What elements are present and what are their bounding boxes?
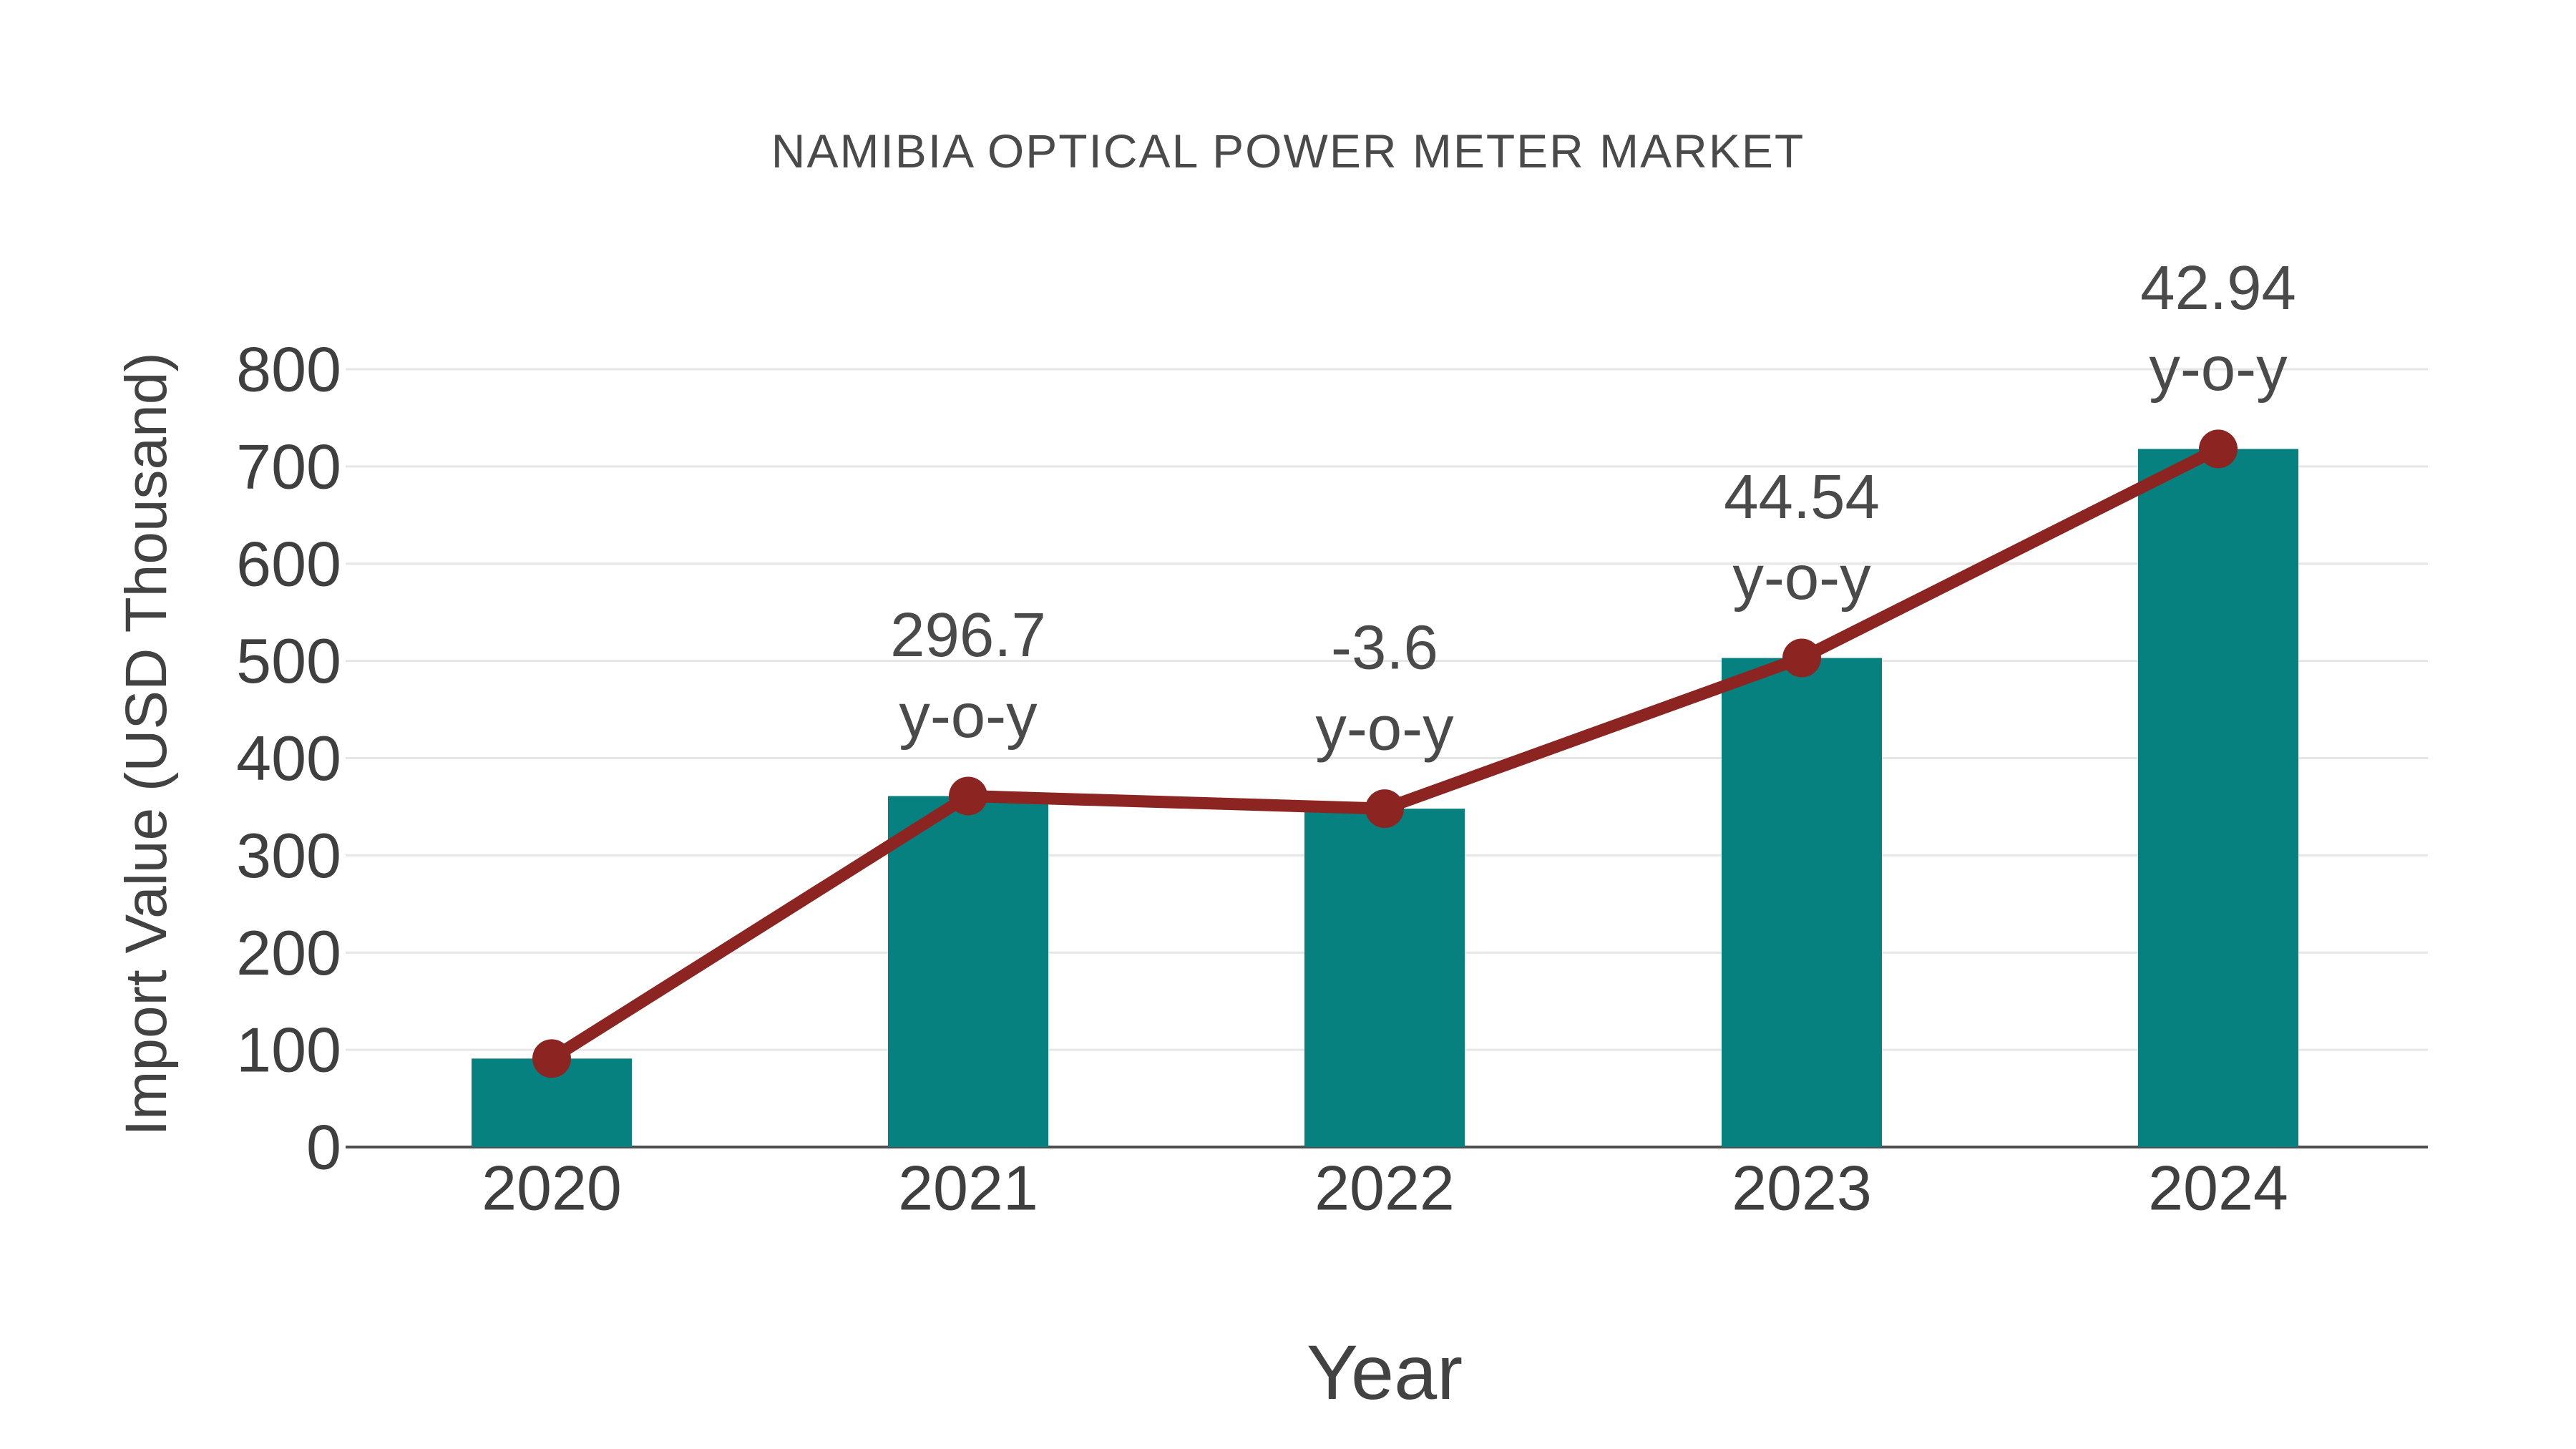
trend-marker-2022 [1365, 789, 1404, 829]
x-axis-title: Year [1306, 1329, 1463, 1415]
annotation-2024-unit: y-o-y [2149, 334, 2288, 404]
x-tick-label-2020: 2020 [482, 1153, 622, 1224]
y-tick-label-300: 300 [236, 820, 341, 891]
x-tick-label-2024: 2024 [2148, 1153, 2288, 1224]
annotation-2024-value: 42.94 [2140, 253, 2296, 323]
y-tick-label-700: 700 [236, 431, 341, 502]
annotation-2023-value: 44.54 [1724, 462, 1880, 532]
trend-marker-2024 [2199, 429, 2238, 469]
bar-2024 [2138, 449, 2298, 1147]
annotation-2021-value: 296.7 [890, 600, 1046, 670]
annotation-2021-unit: y-o-y [899, 681, 1038, 751]
y-axis-title: Import Value (USD Thousand) [114, 352, 179, 1136]
y-tick-label-400: 400 [236, 723, 341, 794]
annotation-2023-unit: y-o-y [1732, 543, 1871, 613]
chart-title: NAMIBIA OPTICAL POWER METER MARKET [771, 125, 1805, 177]
x-tick-label-2021: 2021 [898, 1153, 1038, 1224]
bar-2022 [1304, 809, 1465, 1147]
bar-2021 [888, 796, 1048, 1147]
trend-marker-2023 [1782, 638, 1821, 678]
y-tick-label-800: 800 [236, 334, 341, 405]
trend-marker-2020 [532, 1039, 571, 1078]
x-tick-label-2022: 2022 [1314, 1153, 1455, 1224]
y-tick-label-0: 0 [306, 1112, 341, 1183]
trend-marker-2021 [949, 776, 987, 816]
y-tick-label-600: 600 [236, 528, 341, 599]
y-tick-label-100: 100 [236, 1015, 341, 1085]
y-tick-label-500: 500 [236, 625, 341, 696]
bar-2023 [1722, 658, 1882, 1147]
y-tick-label-200: 200 [236, 917, 341, 988]
annotation-2022-value: -3.6 [1331, 613, 1438, 683]
x-tick-label-2023: 2023 [1732, 1153, 1872, 1224]
annotation-2022-unit: y-o-y [1315, 694, 1454, 763]
